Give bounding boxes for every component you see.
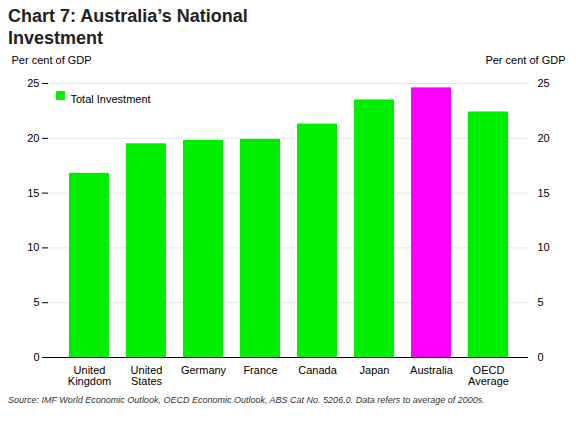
svg-text:UnitedStates: UnitedStates <box>131 364 163 387</box>
svg-text:Japan: Japan <box>360 364 390 376</box>
svg-text:25: 25 <box>538 77 550 89</box>
svg-text:OECDAverage: OECDAverage <box>468 364 509 387</box>
svg-text:UnitedKingdom: UnitedKingdom <box>68 364 111 387</box>
svg-text:15: 15 <box>27 187 39 199</box>
svg-text:15: 15 <box>538 187 550 199</box>
svg-text:France: France <box>243 364 277 376</box>
svg-text:10: 10 <box>538 242 550 254</box>
svg-text:Per cent of GDP: Per cent of GDP <box>485 54 565 66</box>
svg-text:5: 5 <box>33 296 39 308</box>
html-text:Chart 7: Australia’s National: Chart 7: Australia’s National Investment <box>8 6 248 48</box>
svg-text:Canada: Canada <box>298 364 337 376</box>
svg-text:Australia: Australia <box>410 364 454 376</box>
svg-text:0: 0 <box>538 351 544 363</box>
svg-text:0: 0 <box>33 351 39 363</box>
svg-text:25: 25 <box>27 77 39 89</box>
svg-text:5: 5 <box>538 296 544 308</box>
svg-text:Germany: Germany <box>181 364 227 376</box>
svg-text:Total Investment: Total Investment <box>71 93 151 105</box>
html-text:Source: IMF World Economic Out: Source: IMF World Economic Outlook, OECD… <box>8 395 485 406</box>
svg-text:20: 20 <box>27 132 39 144</box>
svg-text:Per cent of GDP: Per cent of GDP <box>12 54 92 66</box>
svg-text:10: 10 <box>27 242 39 254</box>
svg-text:20: 20 <box>538 132 550 144</box>
